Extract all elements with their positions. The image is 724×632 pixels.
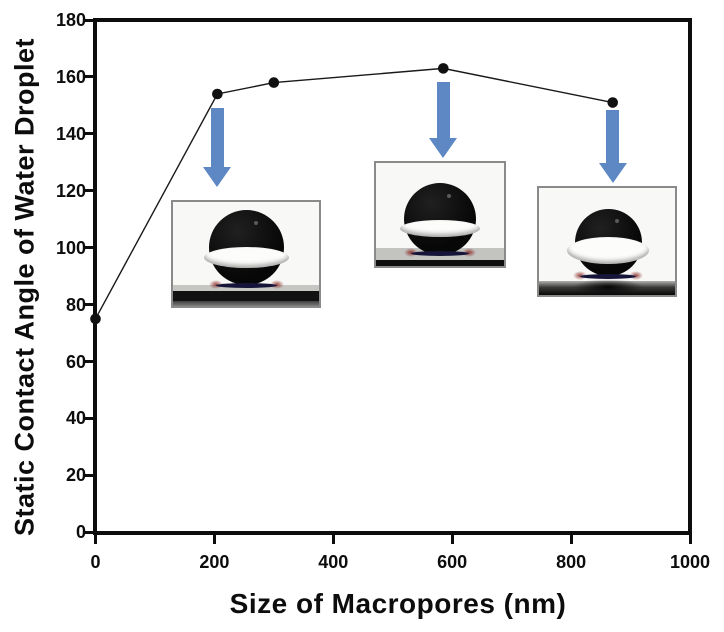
y-tick: [84, 416, 94, 420]
contact-baseline: [580, 274, 636, 279]
data-point: [437, 63, 449, 74]
x-tick: [569, 535, 573, 544]
substrate-surface: [376, 260, 504, 266]
down-arrow-to-photo-2-icon: [429, 82, 458, 158]
droplet-photo-2: [374, 161, 506, 268]
x-tick-label: 600: [437, 552, 468, 572]
contact-point-glow: [462, 248, 476, 257]
x-axis-title: Size of Macropores (nm): [229, 588, 567, 619]
down-arrow-to-photo-1-icon: [203, 108, 232, 187]
y-tick-label: 0: [75, 522, 86, 543]
y-tick: [84, 360, 94, 364]
x-tick: [450, 535, 454, 544]
droplet-photo-1: [171, 200, 321, 308]
arrow-shaft: [436, 82, 450, 138]
y-tick-label: 100: [55, 237, 86, 258]
x-tick: [331, 535, 335, 544]
plot-frame: [93, 18, 692, 535]
substrate-surface: [173, 301, 319, 306]
arrow-shaft: [210, 108, 224, 167]
y-tick: [84, 75, 94, 79]
y-tick: [84, 473, 94, 477]
y-tick-label: 140: [55, 123, 86, 144]
data-point: [268, 77, 280, 88]
contact-baseline: [216, 283, 277, 288]
arrow-head: [429, 138, 458, 158]
data-point: [212, 88, 223, 100]
y-tick-label: 80: [65, 294, 86, 315]
y-tick-label: 60: [65, 351, 86, 372]
y-tick: [84, 189, 94, 193]
y-tick: [84, 18, 94, 22]
x-tick-label: 1000: [669, 552, 711, 572]
x-tick: [94, 535, 97, 544]
arrow-head: [598, 163, 627, 183]
y-tick-label: 120: [55, 180, 86, 201]
droplet-shadow: [573, 279, 643, 295]
contact-point-glow: [629, 271, 643, 280]
droplet-highlight: [400, 220, 480, 237]
x-tick-label: 200: [199, 552, 230, 572]
y-tick-label: 40: [65, 408, 86, 429]
x-tick-label: 800: [556, 552, 587, 572]
arrow-shaft: [606, 110, 620, 163]
x-tick-label: 0: [90, 552, 101, 572]
y-tick-label: 20: [65, 465, 86, 486]
contact-baseline: [411, 251, 469, 256]
y-tick-label: 180: [55, 10, 86, 30]
droplet-sphere: [404, 183, 476, 255]
data-point: [90, 313, 101, 325]
data-point: [607, 97, 619, 108]
arrow-head: [203, 167, 232, 187]
y-tick: [84, 132, 94, 136]
substrate-surface: [173, 285, 319, 291]
contact-point-glow: [270, 280, 284, 289]
x-tick: [688, 535, 692, 544]
y-tick-label: 160: [55, 66, 86, 87]
x-tick: [212, 535, 216, 544]
y-tick: [84, 246, 94, 250]
droplet-highlight: [204, 247, 289, 268]
droplet-highlight: [567, 237, 649, 264]
x-tick-label: 400: [318, 552, 349, 572]
substrate-surface: [173, 291, 319, 301]
y-tick: [84, 303, 94, 307]
y-tick: [84, 530, 94, 534]
down-arrow-to-photo-3-icon: [598, 110, 627, 183]
droplet-photo-3: [537, 186, 677, 297]
